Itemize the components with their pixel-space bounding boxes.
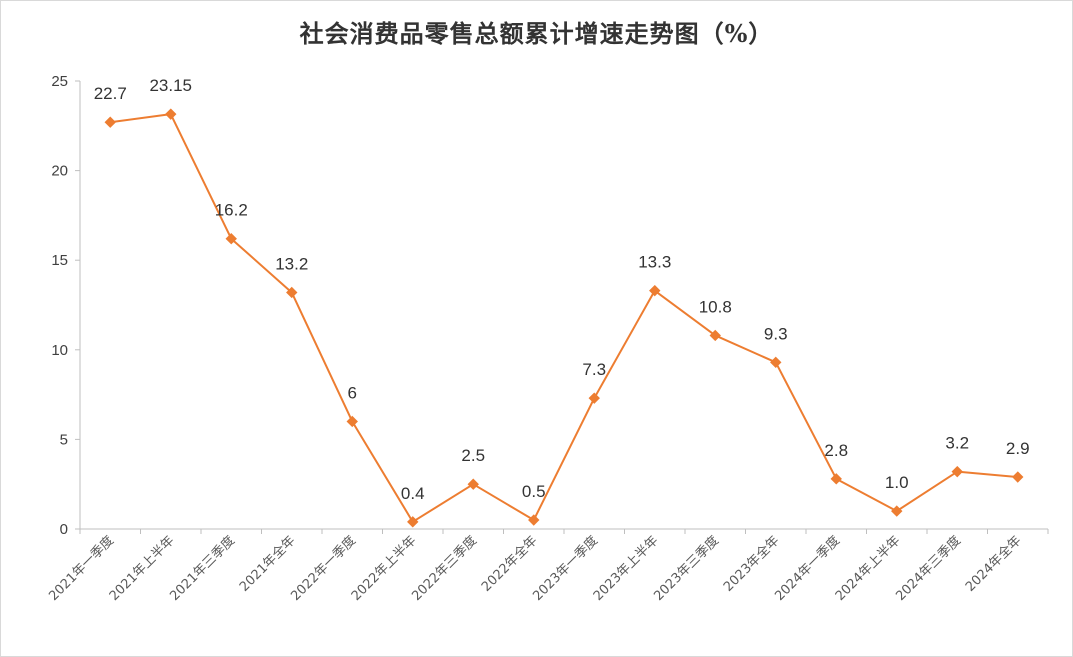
x-tick-label: 2023年全年 [720,533,782,595]
y-tick-label: 10 [51,342,68,359]
axes [79,81,1048,530]
data-point-marker [104,116,116,128]
data-label: 6 [348,383,357,402]
data-point-marker [1012,471,1024,483]
data-label: 13.2 [275,254,308,273]
data-point-marker [709,329,721,342]
data-label: 3.2 [945,434,969,453]
x-tick-label: 2021年全年 [236,533,298,595]
data-point-marker [407,516,419,528]
x-tick-label: 2022年三季度 [409,533,480,604]
x-tick-label: 2022年全年 [478,533,540,595]
data-label: 16.2 [215,201,248,220]
data-label: 2.5 [461,446,485,465]
y-axis-ticks: 0 5 10 15 20 25 [51,73,80,538]
data-labels: 22.7 23.15 16.2 13.2 6 0.4 2.5 0.5 7.3 13.3 10.8 9.… [94,76,1030,503]
data-point-marker [286,286,298,299]
data-point-marker [770,356,782,369]
data-label: 10.8 [699,297,732,316]
data-label: 23.15 [149,76,192,95]
data-point-marker [891,505,903,517]
y-tick-label: 5 [60,431,68,448]
y-tick-label: 20 [51,163,68,180]
chart-title: 社会消费品零售总额累计增速走势图（%） [299,19,774,48]
series-markers [104,108,1024,528]
data-label: 13.3 [638,253,671,272]
data-point-marker [165,108,177,120]
data-label: 7.3 [582,360,606,379]
data-label: 2.9 [1006,439,1030,458]
data-label: 0.5 [522,482,546,501]
x-tick-label: 2021年三季度 [167,533,238,604]
x-tick-label: 2023年三季度 [651,533,722,604]
y-tick-label: 25 [51,73,68,90]
data-label: 0.4 [401,484,425,503]
data-label: 2.8 [824,441,848,460]
data-point-marker [528,514,540,526]
data-point-marker [830,473,842,485]
data-point-marker [346,415,358,428]
x-tick-label: 2024年三季度 [893,533,964,604]
x-tick-label: 2024年全年 [962,533,1024,595]
series-line-group [110,113,1018,523]
y-tick-label: 0 [60,521,68,538]
data-point-marker [588,392,600,404]
series-line [110,113,1018,523]
data-point-marker [649,284,661,297]
data-point-marker [225,232,237,245]
data-point-marker [951,465,963,478]
x-axis-ticks: 2021年一季度2021年上半年2021年三季度2021年全年2022年一季度2… [46,529,1049,604]
data-label: 9.3 [764,324,788,343]
data-label: 22.7 [94,84,127,103]
data-label: 1.0 [885,473,909,492]
y-tick-label: 15 [51,252,68,269]
data-point-marker [467,478,479,490]
